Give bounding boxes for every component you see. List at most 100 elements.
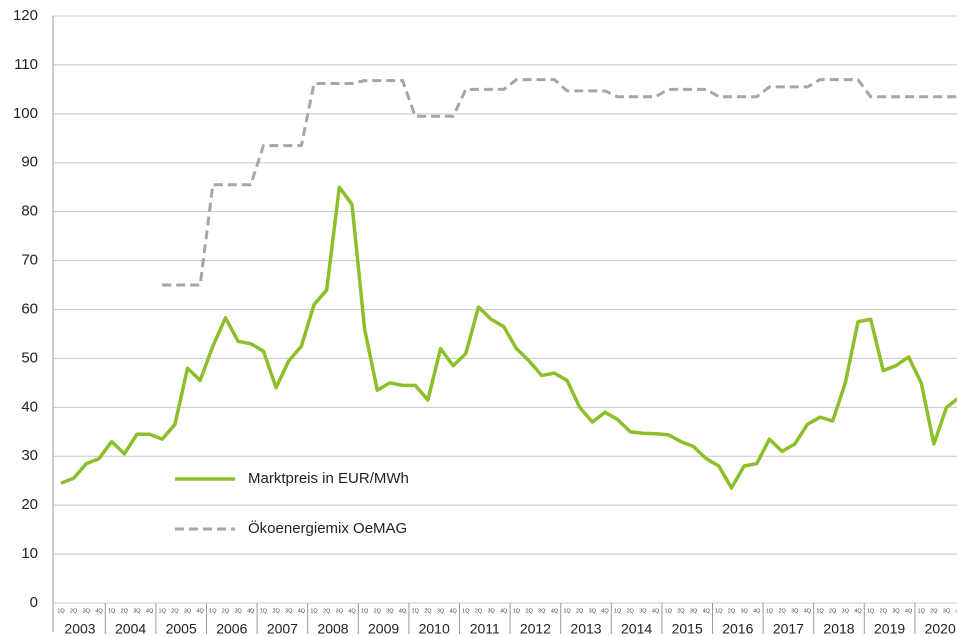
- quarter-label: 4Q: [753, 608, 761, 614]
- quarter-label: 1Q: [766, 608, 774, 614]
- quarter-label: 4Q: [500, 608, 508, 614]
- quarter-label: 4Q: [854, 608, 862, 614]
- quarter-label: 4Q: [146, 608, 154, 614]
- quarter-label: 2Q: [728, 608, 736, 614]
- quarter-label: 4Q: [703, 608, 711, 614]
- quarter-label: 1Q: [108, 608, 116, 614]
- quarter-label: 1Q: [513, 608, 521, 614]
- quarter-label: 1Q: [412, 608, 420, 614]
- quarter-label: 2Q: [272, 608, 280, 614]
- y-tick-label: 30: [21, 447, 38, 464]
- quarter-label: 3Q: [285, 608, 293, 614]
- quarter-label: 2Q: [677, 608, 685, 614]
- quarter-label: 4Q: [905, 608, 913, 614]
- y-tick-label: 110: [14, 56, 38, 73]
- quarter-label: 3Q: [184, 608, 192, 614]
- quarter-label: 2Q: [374, 608, 382, 614]
- quarter-label: 2Q: [778, 608, 786, 614]
- quarter-label: 3Q: [83, 608, 91, 614]
- legend-label: Ökoenergiemix OeMAG: [248, 519, 407, 537]
- quarter-label: 3Q: [639, 608, 647, 614]
- y-tick-label: 70: [21, 252, 38, 269]
- quarter-label: 3Q: [943, 608, 951, 614]
- y-tick-label: 0: [30, 594, 38, 611]
- year-label: 2005: [166, 621, 197, 637]
- quarter-label: 2Q: [121, 608, 129, 614]
- quarter-label: 1Q: [867, 608, 875, 614]
- year-label: 2020: [925, 621, 956, 637]
- quarter-label: 1Q: [665, 608, 673, 614]
- quarter-label: 2Q: [829, 608, 837, 614]
- quarter-label: 1Q: [159, 608, 167, 614]
- quarter-label: 3Q: [386, 608, 394, 614]
- quarter-label: 4Q: [652, 608, 660, 614]
- year-label: 2016: [722, 621, 753, 637]
- quarter-label: 3Q: [538, 608, 546, 614]
- quarter-label: 1Q: [715, 608, 723, 614]
- quarter-label: 4Q: [956, 608, 957, 614]
- quarter-label: 1Q: [816, 608, 824, 614]
- quarter-label: 2Q: [525, 608, 533, 614]
- quarter-label: 2Q: [475, 608, 483, 614]
- quarter-label: 1Q: [563, 608, 571, 614]
- quarter-label: 3Q: [791, 608, 799, 614]
- year-label: 2019: [874, 621, 905, 637]
- year-label: 2017: [773, 621, 804, 637]
- quarter-label: 4Q: [399, 608, 407, 614]
- quarter-label: 4Q: [804, 608, 812, 614]
- y-tick-label: 120: [13, 7, 38, 24]
- quarter-label: 2Q: [880, 608, 888, 614]
- year-label: 2011: [470, 621, 500, 637]
- quarter-label: 2Q: [576, 608, 584, 614]
- year-label: 2018: [823, 621, 854, 637]
- year-label: 2003: [64, 621, 95, 637]
- quarter-label: 1Q: [614, 608, 622, 614]
- year-label: 2008: [317, 621, 348, 637]
- quarter-label: 3Q: [133, 608, 141, 614]
- y-tick-label: 50: [21, 349, 38, 366]
- quarter-label: 3Q: [487, 608, 495, 614]
- series-line: [162, 78, 957, 287]
- quarter-label: 4Q: [298, 608, 306, 614]
- quarter-label: 2Q: [424, 608, 432, 614]
- year-label: 2009: [368, 621, 399, 637]
- year-label: 2010: [419, 621, 450, 637]
- quarter-label: 1Q: [260, 608, 268, 614]
- y-tick-label: 60: [21, 300, 38, 317]
- quarter-label: 4Q: [450, 608, 458, 614]
- year-label: 2013: [570, 621, 601, 637]
- quarter-label: 4Q: [95, 608, 103, 614]
- y-tick-label: 80: [21, 203, 38, 220]
- quarter-label: 2Q: [222, 608, 230, 614]
- quarter-label: 4Q: [197, 608, 205, 614]
- quarter-label: 2Q: [171, 608, 179, 614]
- year-label: 2014: [621, 621, 652, 637]
- y-tick-label: 40: [21, 398, 38, 415]
- quarter-label: 3Q: [336, 608, 344, 614]
- quarter-label: 1Q: [918, 608, 926, 614]
- quarter-label: 4Q: [348, 608, 356, 614]
- legend-label: Marktpreis in EUR/MWh: [248, 470, 409, 487]
- quarter-label: 3Q: [589, 608, 597, 614]
- year-label: 2006: [216, 621, 247, 637]
- y-tick-label: 100: [13, 105, 38, 122]
- quarter-label: 4Q: [601, 608, 609, 614]
- quarter-label: 1Q: [57, 608, 65, 614]
- year-label: 2012: [520, 621, 551, 637]
- y-tick-label: 90: [21, 154, 38, 171]
- quarter-label: 3Q: [892, 608, 900, 614]
- quarter-label: 1Q: [209, 608, 217, 614]
- quarter-label: 4Q: [551, 608, 559, 614]
- quarter-label: 2Q: [70, 608, 78, 614]
- quarter-label: 3Q: [234, 608, 242, 614]
- year-label: 2007: [267, 621, 298, 637]
- quarter-label: 2Q: [930, 608, 938, 614]
- quarter-label: 3Q: [437, 608, 445, 614]
- year-label: 2004: [115, 621, 146, 637]
- series-line: [60, 185, 957, 490]
- y-tick-label: 20: [21, 496, 38, 513]
- quarter-label: 3Q: [740, 608, 748, 614]
- quarter-label: 3Q: [690, 608, 698, 614]
- quarter-label: 2Q: [323, 608, 331, 614]
